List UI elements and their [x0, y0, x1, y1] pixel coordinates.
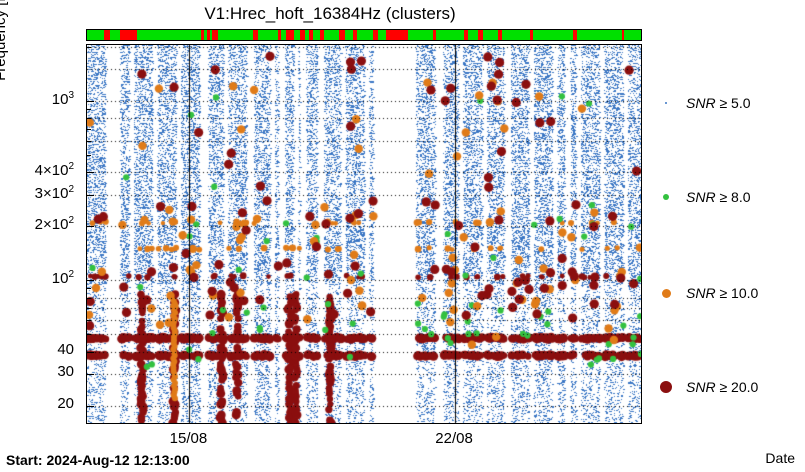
statusbar-bad-segment	[300, 30, 305, 40]
legend-label: SNR ≥ 20.0	[686, 379, 759, 395]
x-tick-label: 15/08	[169, 430, 208, 447]
y-tick-label: 2×102	[34, 215, 74, 234]
statusbar-bad-segment	[120, 30, 137, 40]
legend-marker-icon	[663, 194, 669, 200]
statusbar-bad-segment	[319, 30, 325, 40]
statusbar-bad-segment	[372, 30, 378, 40]
legend: SNR ≥ 5.0 SNR ≥ 8.0 SNR ≥ 10.0 SNR ≥ 20.0	[650, 44, 805, 424]
y-minor-tick	[87, 226, 94, 228]
y-tick-label: 4×102	[34, 161, 74, 180]
y-minor-tick	[87, 288, 91, 290]
y-minor-tick	[87, 351, 94, 353]
legend-marker-icon	[660, 381, 672, 393]
legend-label: SNR ≥ 5.0	[686, 95, 751, 111]
plot-frame	[86, 44, 642, 424]
y-minor-tick	[87, 109, 91, 111]
page-title: V1:Hrec_hoft_16384Hz (clusters)	[204, 4, 456, 23]
statusbar-bad-segment	[621, 30, 625, 40]
data-quality-statusbar	[86, 29, 642, 41]
statusbar-bad-segment	[478, 30, 483, 40]
x-tick-label: 22/08	[435, 430, 473, 447]
legend-item-snr-10: SNR ≥ 10.0	[650, 282, 805, 304]
y-tick-label: 40	[57, 340, 74, 358]
y-minor-tick	[87, 118, 91, 120]
y-minor-tick	[87, 154, 91, 156]
x-axis-label: Date	[765, 450, 795, 466]
y-minor-tick	[87, 100, 94, 102]
scatter-canvas	[87, 45, 641, 423]
statusbar-bad-segment	[530, 30, 533, 40]
statusbar-bad-segment	[308, 30, 314, 40]
legend-label: SNR ≥ 10.0	[686, 285, 759, 301]
y-tick-label: 30	[57, 363, 74, 381]
statusbar-bad-segment	[352, 30, 358, 40]
legend-item-snr-8: SNR ≥ 8.0	[650, 186, 805, 208]
y-minor-tick	[87, 320, 91, 322]
statusbar-bad-segment	[386, 30, 409, 40]
statusbar-bad-segment	[433, 30, 437, 40]
y-minor-tick	[87, 297, 91, 299]
y-minor-tick	[87, 405, 94, 407]
y-minor-tick	[87, 308, 91, 310]
statusbar-bad-segment	[339, 30, 345, 40]
y-tick-label: 102	[51, 269, 74, 288]
y-axis-label: Frequency [Hz]	[0, 0, 9, 81]
y-minor-tick	[87, 172, 94, 174]
y-tick-label: 3×102	[34, 183, 74, 202]
legend-item-snr-20: SNR ≥ 20.0	[650, 376, 805, 398]
legend-label: SNR ≥ 8.0	[686, 189, 751, 205]
y-minor-tick	[87, 128, 91, 130]
y-tick-label: 20	[57, 394, 74, 412]
legend-marker-icon	[661, 288, 671, 298]
start-time-label: Start: 2024-Aug-12 12:13:00	[6, 452, 190, 468]
statusbar-bad-segment	[498, 30, 503, 40]
statusbar-bad-segment	[212, 30, 218, 40]
statusbar-bad-segment	[200, 30, 204, 40]
legend-item-snr-5: SNR ≥ 5.0	[650, 92, 805, 114]
statusbar-bad-segment	[206, 30, 210, 40]
y-minor-tick	[87, 280, 94, 282]
statusbar-bad-segment	[103, 30, 111, 40]
legend-marker-icon	[665, 102, 667, 104]
y-minor-tick	[87, 334, 91, 336]
y-minor-tick	[87, 194, 94, 196]
y-axis-ticks: 103 4×102 3×102 2×102 102 40 30 20	[0, 0, 82, 472]
y-minor-tick	[87, 140, 91, 142]
statusbar-bad-segment	[278, 30, 282, 40]
statusbar-bad-segment	[253, 30, 259, 40]
y-minor-tick	[87, 46, 91, 48]
statusbar-bad-segment	[286, 30, 295, 40]
y-tick-label: 103	[51, 89, 74, 108]
statusbar-bad-segment	[463, 30, 469, 40]
y-minor-tick	[87, 374, 94, 376]
statusbar-bad-segment	[573, 30, 577, 40]
